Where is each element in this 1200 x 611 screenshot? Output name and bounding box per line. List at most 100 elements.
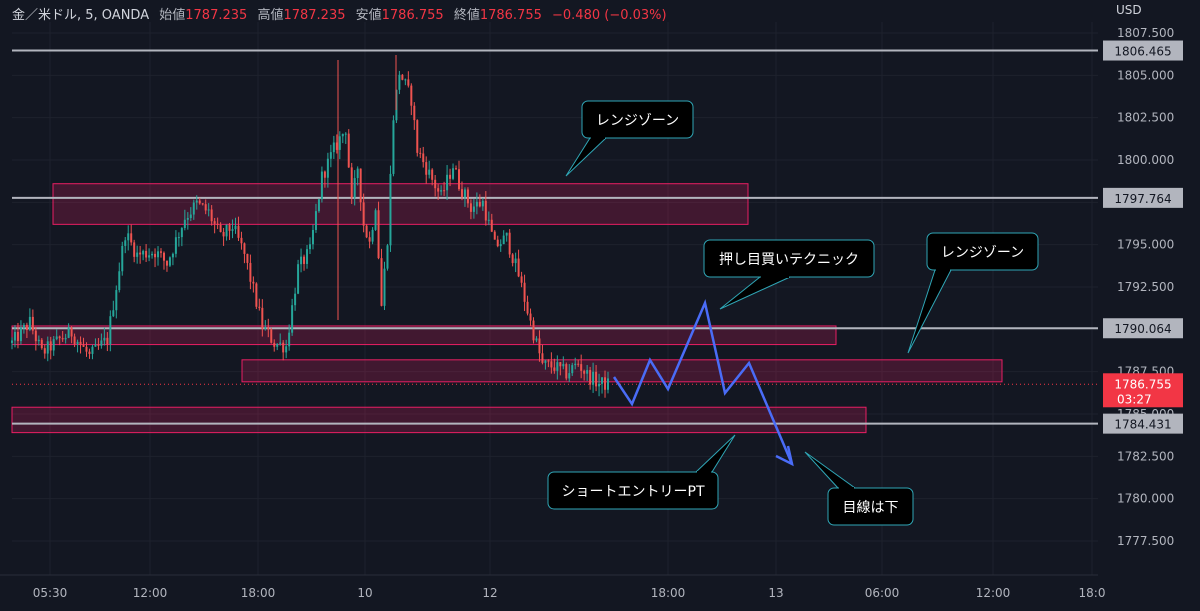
candle-body xyxy=(174,237,177,254)
annotation-callout: レンジゾーン xyxy=(907,232,1039,354)
candle-body xyxy=(192,202,195,215)
callout-box xyxy=(547,471,719,510)
candle-body xyxy=(52,339,55,351)
candle-body xyxy=(601,377,604,384)
candle-body xyxy=(34,330,37,342)
candle-body xyxy=(323,171,326,178)
candle-body xyxy=(347,133,350,168)
x-tick-label: 10 xyxy=(357,586,372,600)
candle-body xyxy=(458,169,460,190)
candle-body xyxy=(532,320,535,341)
candle-body xyxy=(225,224,228,237)
candle-body xyxy=(425,162,428,175)
candle-body xyxy=(320,171,323,200)
candle-body xyxy=(85,346,88,352)
candle-body xyxy=(472,206,475,212)
candle-body xyxy=(481,200,484,207)
y-tick-label: 1792.500 xyxy=(1117,280,1174,294)
candle-body xyxy=(359,168,362,203)
candle-body xyxy=(452,168,455,179)
range-zone-rect xyxy=(11,406,867,434)
price-line-badge xyxy=(1103,413,1183,434)
candle-body xyxy=(282,342,285,353)
close-label: 終値 xyxy=(453,8,480,23)
candle-body xyxy=(583,370,586,374)
candle-body xyxy=(204,204,207,211)
candle-body xyxy=(213,221,216,224)
candle-body xyxy=(165,260,168,266)
low-value: 1786.755 xyxy=(381,8,444,23)
candle-body xyxy=(139,252,142,255)
candle-body xyxy=(440,190,443,192)
y-tick-label: 1782.500 xyxy=(1117,449,1174,463)
candle-body xyxy=(434,179,437,189)
x-tick-label: 18:00 xyxy=(651,586,686,600)
candle-body xyxy=(43,348,46,354)
x-tick-label: 18:00 xyxy=(241,586,276,600)
candle-body xyxy=(285,346,288,353)
callout-label: ショートエントリーPT xyxy=(562,484,705,500)
y-tick-label: 1805.000 xyxy=(1117,68,1174,82)
x-tick-label: 13 xyxy=(768,586,783,600)
low-label: 安値 xyxy=(355,8,382,23)
price-axis: USD 1807.500 1805.000 1802.500 1800.000 1797.… xyxy=(1098,0,1200,611)
symbol-label[interactable]: 金／米ドル, 5, OANDA xyxy=(12,8,150,23)
callout-tail xyxy=(804,451,857,489)
candle-body xyxy=(401,74,404,80)
candle-body xyxy=(303,256,306,264)
candle-body xyxy=(538,338,541,354)
candle-body xyxy=(222,232,225,237)
candle-body xyxy=(148,255,151,258)
candle-body xyxy=(19,327,22,342)
annotation-callout: レンジゾーン xyxy=(565,100,694,177)
change-value: −0.480 (−0.03%) xyxy=(552,8,667,23)
callout-label: レンジゾーン xyxy=(941,245,1024,261)
candle-body xyxy=(475,201,478,207)
candle-body xyxy=(240,237,243,244)
candle-body xyxy=(306,249,309,264)
candle-body xyxy=(267,327,270,330)
annotation-callout: ショートエントリーPT xyxy=(547,434,736,510)
candle-body xyxy=(559,362,562,367)
candle-body xyxy=(171,253,174,258)
candle-body xyxy=(544,360,547,363)
close-value: 1786.755 xyxy=(479,8,542,23)
candle-body xyxy=(279,342,282,344)
candle-body xyxy=(517,258,520,277)
callout-box xyxy=(926,232,1039,271)
candle-body xyxy=(46,341,49,354)
candle-body xyxy=(151,253,154,256)
candle-body xyxy=(61,338,64,340)
projection-arrowhead xyxy=(775,445,794,467)
candle-body xyxy=(553,367,556,371)
current-price-label: 1786.755 xyxy=(1114,377,1171,391)
countdown-label: 03:27 xyxy=(1117,392,1152,406)
candle-body xyxy=(449,174,452,179)
x-tick-label: 18:0 xyxy=(1079,586,1106,600)
candle-body xyxy=(252,281,255,284)
chart-legend-header: 金／米ドル, 5, OANDA 始値1787.235 高値1787.235 安値… xyxy=(12,4,667,23)
candle-body xyxy=(97,344,100,346)
candle-body xyxy=(294,293,297,306)
candle-body xyxy=(547,360,550,362)
candle-body xyxy=(70,327,73,337)
candle-body xyxy=(276,343,279,347)
candle-body xyxy=(398,74,401,90)
candle-body xyxy=(91,346,94,354)
candle-body xyxy=(314,211,317,230)
candle-body xyxy=(416,120,419,153)
x-tick-label: 06:00 xyxy=(865,586,900,600)
candle-body xyxy=(31,316,34,331)
high-label: 高値 xyxy=(257,8,284,23)
candle-body xyxy=(377,210,380,259)
candle-body xyxy=(160,251,162,253)
candle-body xyxy=(589,370,592,385)
price-line-badge xyxy=(1103,187,1183,208)
candle-body xyxy=(604,377,607,390)
candle-body xyxy=(168,257,171,266)
candle-body xyxy=(270,329,273,343)
candle-body xyxy=(526,301,529,314)
candle-body xyxy=(37,339,40,342)
candle-body xyxy=(487,219,490,221)
